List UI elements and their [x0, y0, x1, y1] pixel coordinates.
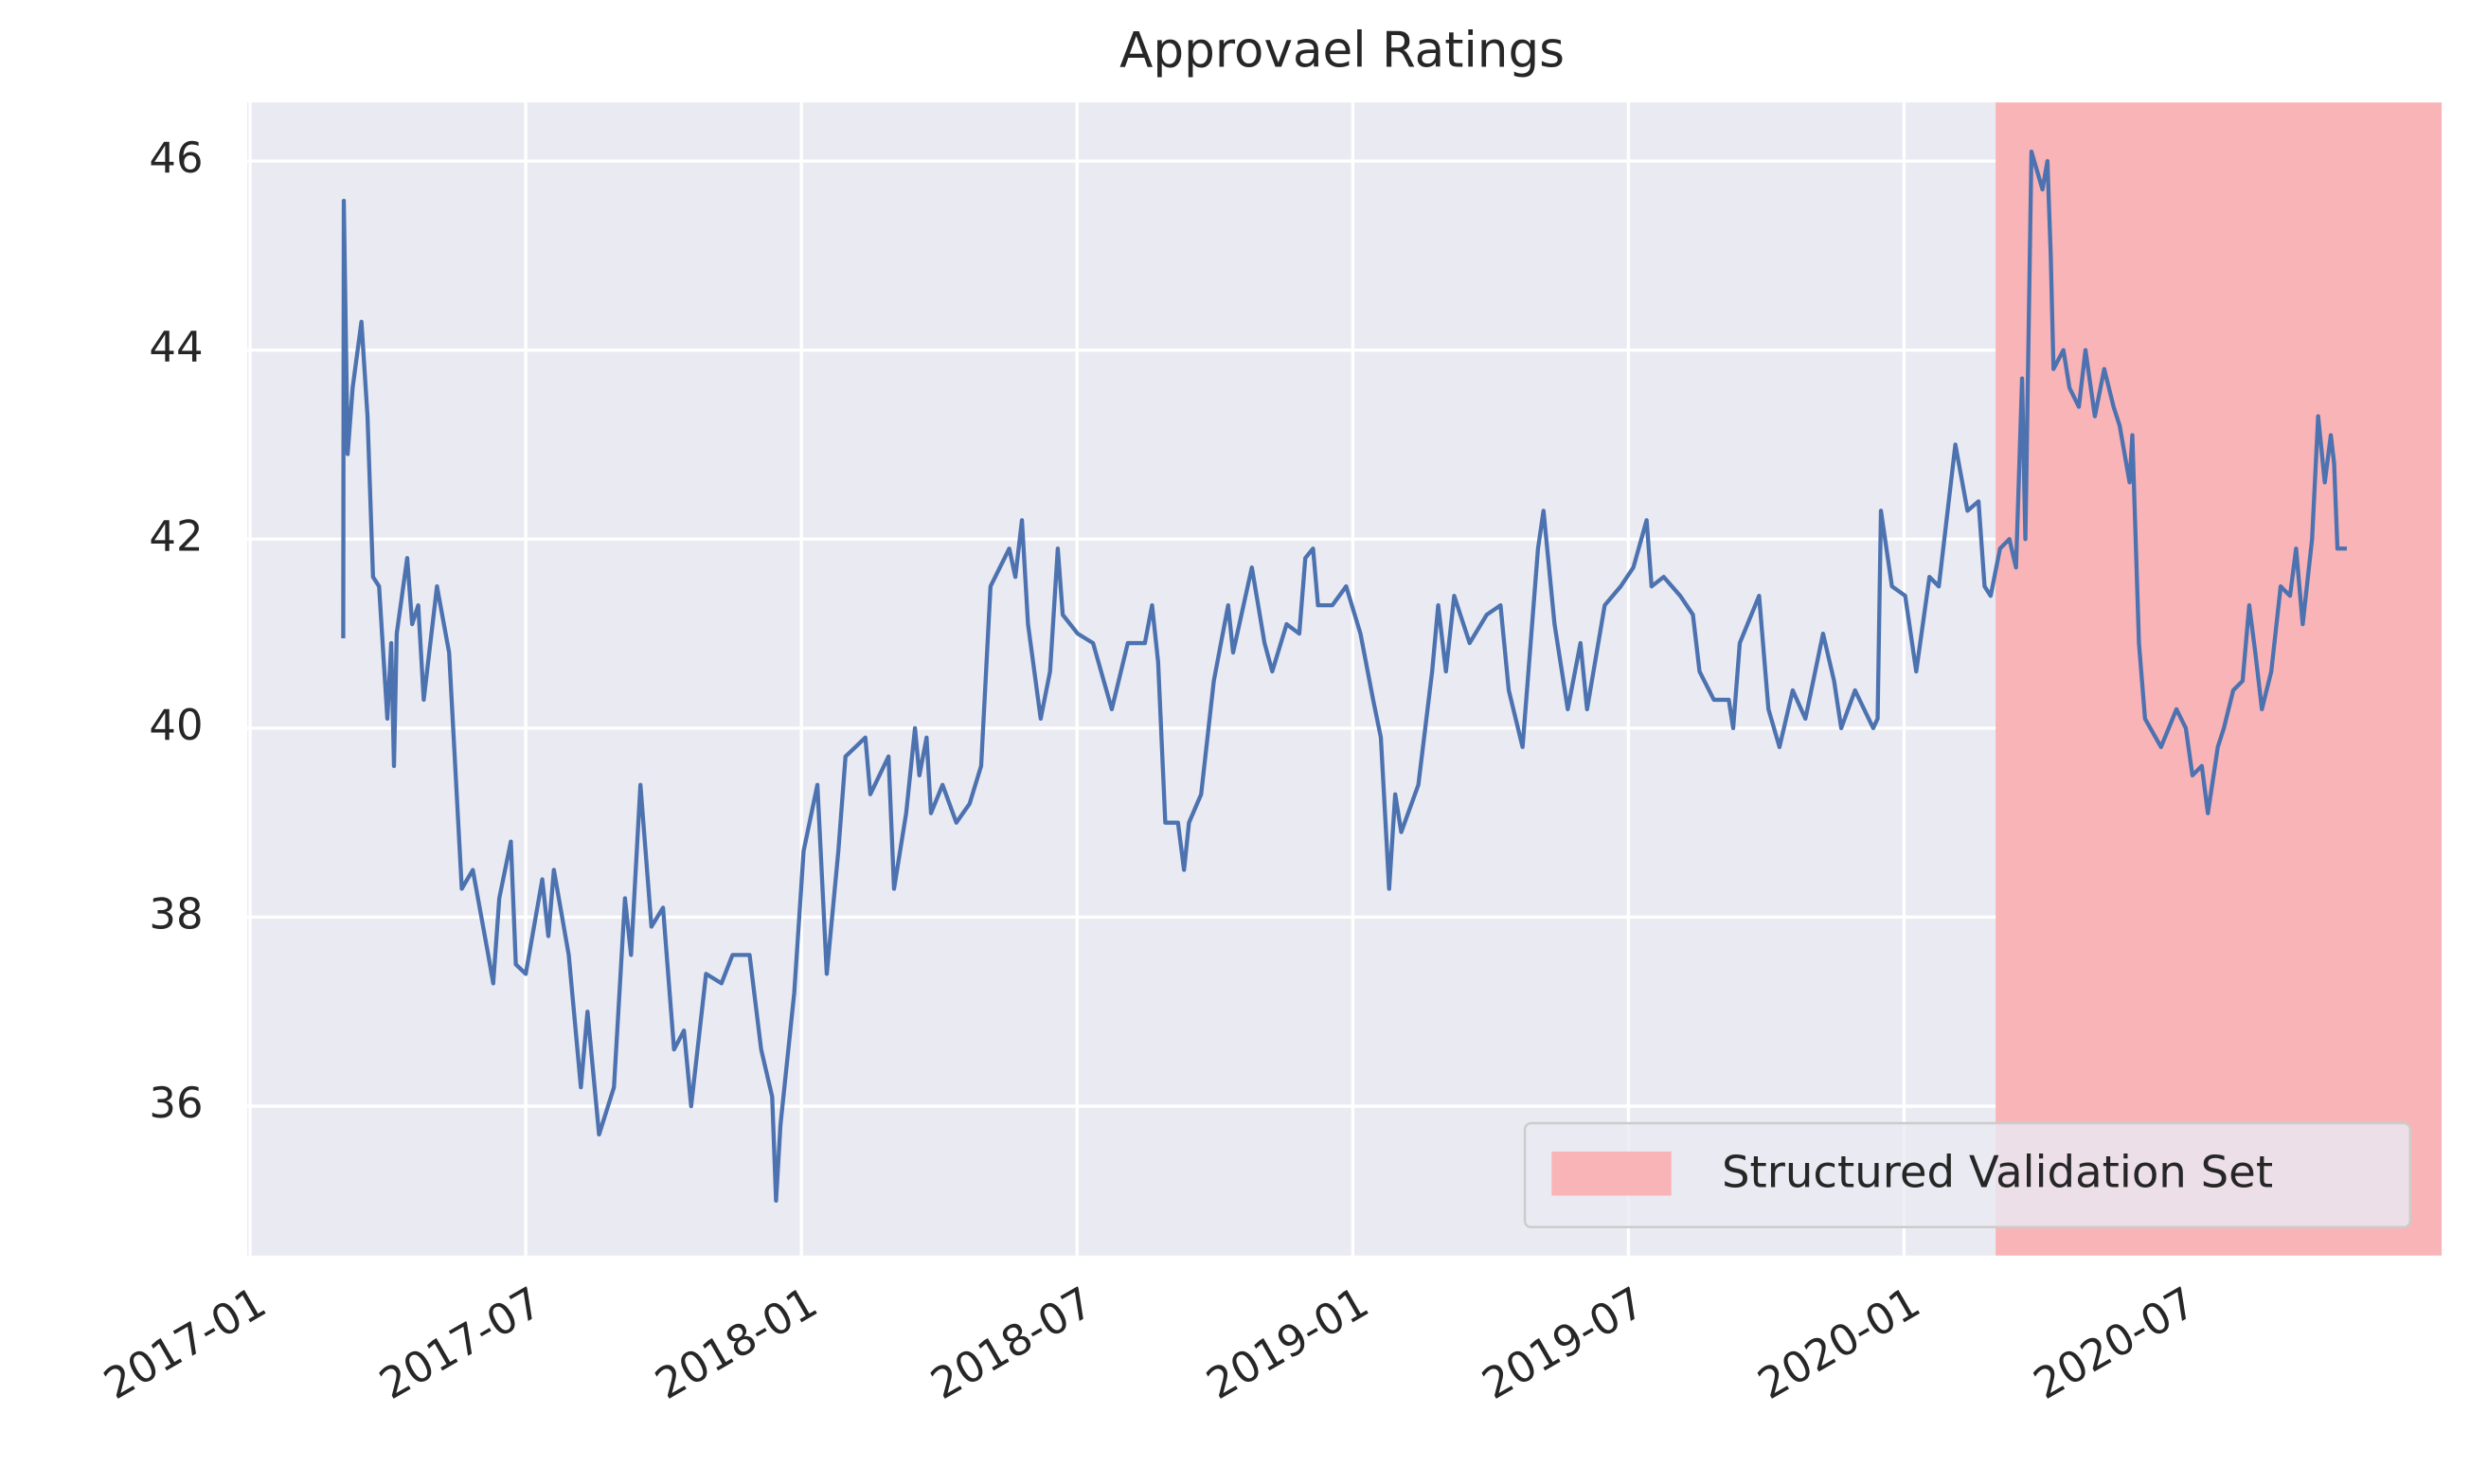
validation-span — [1996, 102, 2443, 1256]
x-tick-label: 2020-07 — [2025, 1277, 2204, 1409]
x-tick-label: 2019-01 — [1198, 1277, 1377, 1409]
y-tick-label: 38 — [149, 888, 203, 939]
y-tick-label: 40 — [149, 700, 203, 750]
legend: Structured Validation Set — [1523, 1121, 2412, 1229]
marks — [341, 102, 2443, 1256]
chart-title: Approvael Ratings — [1119, 23, 1565, 80]
legend-swatch — [1551, 1151, 1672, 1196]
legend-box — [1523, 1121, 2412, 1229]
grid — [247, 102, 2443, 1256]
data-line — [341, 149, 2347, 1204]
x-tick-label: 2020-01 — [1749, 1277, 1928, 1409]
y-tick-label: 36 — [149, 1078, 203, 1128]
y-tick-label: 42 — [149, 510, 203, 561]
x-tick-label: 2017-07 — [371, 1277, 550, 1409]
x-tick-label: 2018-07 — [922, 1277, 1101, 1409]
legend-label: Structured Validation Set — [1722, 1146, 2273, 1197]
x-tick-label: 2019-07 — [1474, 1277, 1653, 1409]
y-tick-label: 44 — [149, 322, 203, 372]
x-tick-label: 2017-01 — [96, 1277, 275, 1409]
y-tick-label: 46 — [149, 133, 203, 183]
x-tick-label: 2018-01 — [647, 1277, 826, 1409]
